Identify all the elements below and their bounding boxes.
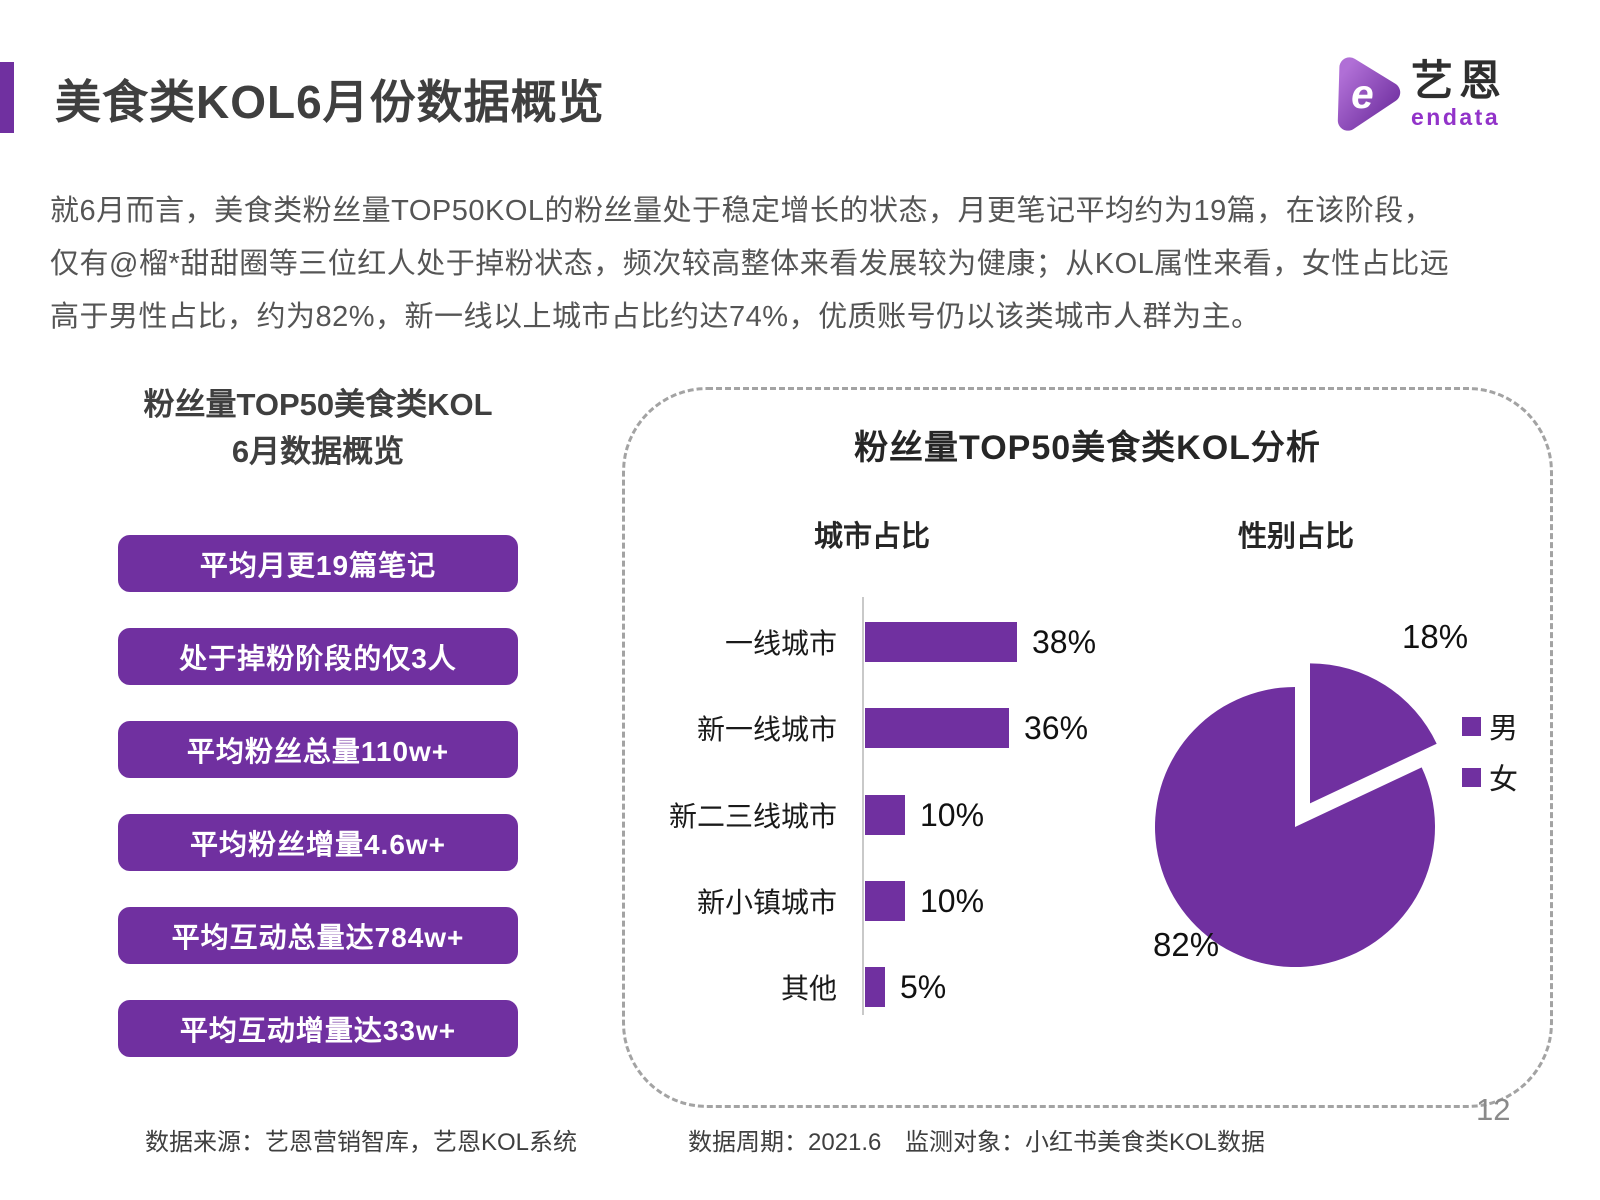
- bar-other: [865, 967, 885, 1007]
- bar-value-label: 38%: [1032, 623, 1097, 660]
- bar-category-label: 一线城市: [724, 628, 837, 659]
- stat-badge-total-fans: 平均粉丝总量110w+: [118, 721, 518, 778]
- bar-row-new-town: 新小镇城市 10%: [660, 881, 984, 921]
- bar-category-label: 新小镇城市: [696, 887, 837, 918]
- endata-logo: e 艺恩 endata: [1323, 52, 1507, 136]
- bar-new-town: [865, 881, 905, 921]
- footer-data-source: 数据来源：艺恩营销智库，艺恩KOL系统: [145, 1129, 578, 1156]
- bar-row-other: 其他 5%: [660, 967, 946, 1007]
- footer-data-period: 数据周期：2021.6: [688, 1129, 882, 1156]
- stat-badge-notes: 平均月更19篇笔记: [118, 535, 518, 592]
- footer-monitor-target: 监测对象：小红书美食类KOL数据: [905, 1129, 1266, 1156]
- stat-badge-fan-growth: 平均粉丝增量4.6w+: [118, 814, 518, 871]
- legend-swatch-male: [1462, 716, 1481, 736]
- bar-value-label: 10%: [920, 882, 985, 919]
- legend-swatch-female: [1462, 767, 1481, 787]
- bar-category-label: 新二三线城市: [668, 801, 837, 832]
- page-number: 12: [1476, 1092, 1511, 1127]
- pie-value-female: 82%: [1153, 926, 1220, 963]
- svg-text:e: e: [1351, 71, 1374, 117]
- page-title: 美食类KOL6月份数据概览: [55, 76, 605, 128]
- logo-brand-en: endata: [1411, 104, 1501, 130]
- bar-value-label: 5%: [900, 968, 947, 1005]
- bar-tier1: [865, 622, 1017, 662]
- gender-pie-chart: [1155, 663, 1437, 967]
- endata-pick-icon: e: [1337, 57, 1401, 131]
- bar-new-tier23: [865, 795, 905, 835]
- bar-value-label: 10%: [920, 796, 985, 833]
- legend-label-female: 女: [1489, 764, 1519, 796]
- logo-brand-cn: 艺恩: [1411, 57, 1508, 104]
- analysis-panel: 粉丝量TOP50美食类KOL分析: [622, 387, 1553, 1108]
- legend-label-male: 男: [1489, 713, 1519, 745]
- overview-heading-line1: 粉丝量TOP50美食类KOL: [143, 387, 493, 422]
- bar-row-new-tier23: 新二三线城市 10%: [660, 795, 984, 835]
- bar-chart-axis-line: [862, 597, 864, 1015]
- overview-heading: 粉丝量TOP50美食类KOL 6月数据概览: [118, 381, 518, 475]
- legend-item-male: 男: [1462, 705, 1518, 747]
- bar-new-tier1: [865, 708, 1009, 748]
- intro-paragraph: 就6月而言，美食类粉丝量TOP50KOL的粉丝量处于稳定增长的状态，月更笔记平均…: [50, 195, 1450, 333]
- title-accent-bar: [0, 62, 14, 133]
- legend-item-female: 女: [1462, 756, 1518, 798]
- bar-row-new-tier1: 新一线城市 36%: [660, 708, 1088, 748]
- overview-heading-line2: 6月数据概览: [231, 434, 405, 469]
- pie-chart-title: 性别占比: [1237, 521, 1354, 553]
- bar-chart-title: 城市占比: [813, 521, 930, 553]
- bar-category-label: 新一线城市: [696, 714, 837, 745]
- pie-value-male: 18%: [1402, 618, 1469, 655]
- stat-badge-engagement-growth: 平均互动增量达33w+: [118, 1000, 518, 1057]
- bar-category-label: 其他: [780, 973, 837, 1004]
- stat-badge-total-engagement: 平均互动总量达784w+: [118, 907, 518, 964]
- bar-row-tier1: 一线城市 38%: [660, 622, 1096, 662]
- bar-value-label: 36%: [1024, 709, 1089, 746]
- logo-wordmark: 艺恩 endata: [1411, 57, 1508, 131]
- panel-title: 粉丝量TOP50美食类KOL分析: [854, 429, 1321, 467]
- stat-badge-losing-fans: 处于掉粉阶段的仅3人: [118, 628, 518, 685]
